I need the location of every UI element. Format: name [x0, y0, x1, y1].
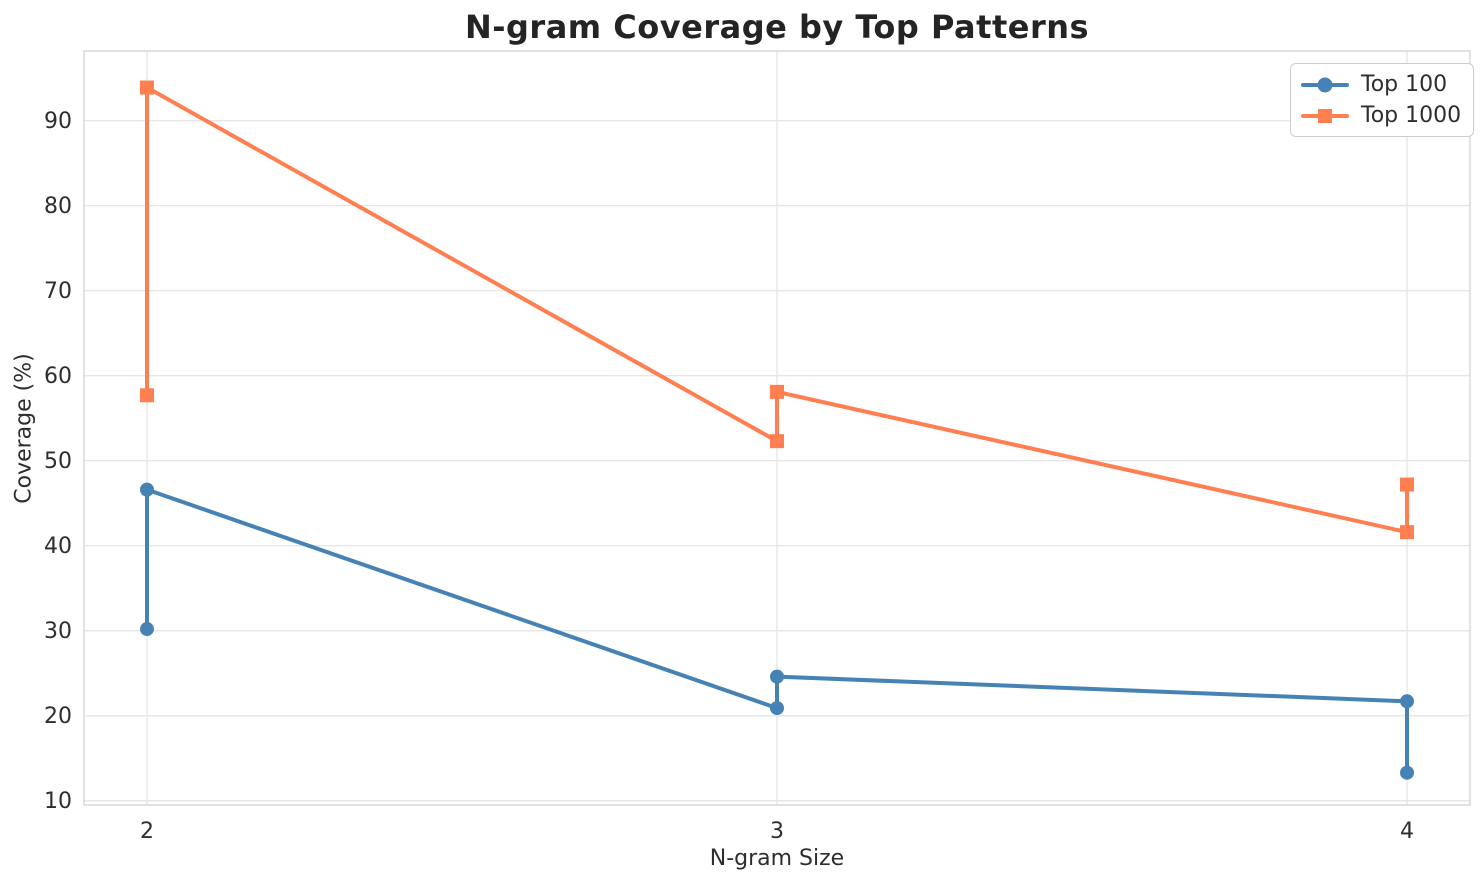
x-tick-label: 2: [140, 819, 154, 844]
legend-item-top-1000: Top 1000: [1301, 103, 1461, 128]
y-tick-label: 70: [44, 279, 72, 304]
y-axis-label: Coverage (%): [11, 352, 37, 504]
marker-top-1000: [1400, 525, 1414, 540]
marker-top-1000: [140, 80, 154, 95]
y-tick-label: 10: [44, 789, 72, 814]
marker-top-100: [1400, 694, 1414, 709]
plot-border: [83, 50, 1471, 806]
marker-top-100: [770, 701, 784, 716]
x-tick-label: 4: [1400, 819, 1414, 844]
marker-top-100: [140, 622, 154, 637]
marker-top-100: [1400, 765, 1414, 780]
legend: Top 100 Top 1000: [1290, 63, 1475, 137]
marker-top-1000: [1400, 477, 1414, 492]
x-tick-label: 3: [770, 819, 784, 844]
marker-top-1000: [770, 384, 784, 399]
y-tick-label: 90: [44, 109, 72, 134]
y-tick-label: 20: [44, 704, 72, 729]
legend-marker-top-1000: [1318, 108, 1332, 123]
y-tick-label: 80: [44, 194, 72, 219]
y-axis-label-wrap: Coverage (%): [2, 51, 46, 805]
chart-title: N-gram Coverage by Top Patterns: [464, 8, 1090, 46]
legend-swatch-top-1000: [1301, 108, 1349, 123]
marker-top-100: [140, 482, 154, 497]
marker-top-100: [770, 669, 784, 684]
x-axis-label: N-gram Size: [709, 846, 845, 871]
y-tick-label: 40: [44, 534, 72, 559]
y-tick-label: 50: [44, 449, 72, 474]
marker-top-1000: [140, 388, 154, 403]
series-line-top-1000: [145, 85, 1409, 535]
legend-label-top-100: Top 100: [1361, 72, 1448, 97]
legend-swatch-top-100: [1301, 77, 1349, 92]
marker-top-1000: [770, 434, 784, 449]
legend-label-top-1000: Top 1000: [1361, 103, 1462, 128]
y-tick-label: 60: [44, 364, 72, 389]
legend-item-top-100: Top 100: [1301, 72, 1461, 97]
y-tick-label: 30: [44, 619, 72, 644]
legend-marker-top-100: [1317, 77, 1333, 92]
series-line-top-100: [145, 487, 1409, 775]
